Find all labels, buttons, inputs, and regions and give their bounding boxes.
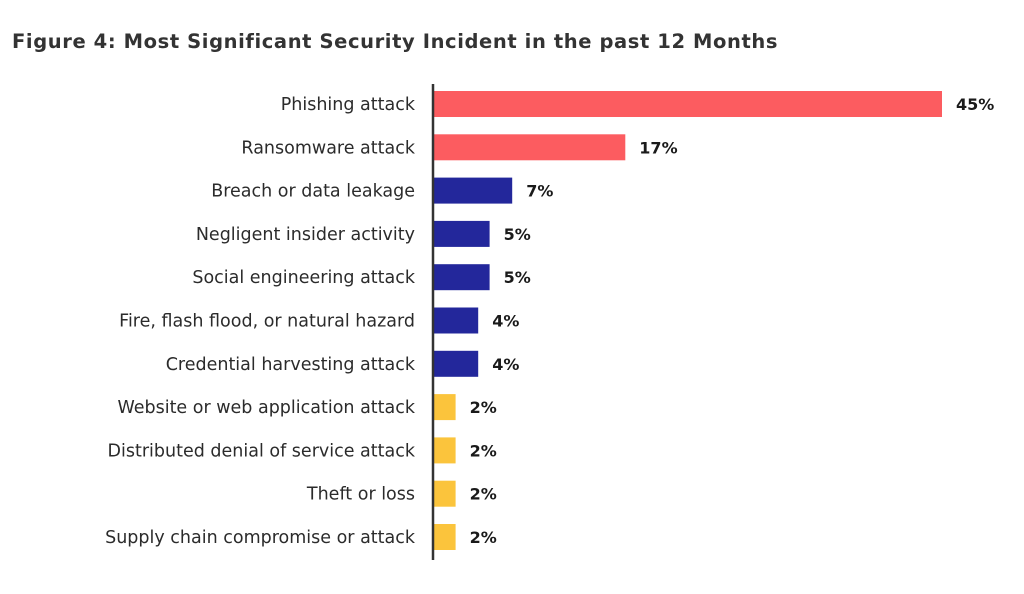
value-labels-group: 45% 17% 7% 5% 5% 4% 4% 2% 2% 2% 2% xyxy=(470,95,995,547)
value-label: 2% xyxy=(470,441,497,460)
value-label: 17% xyxy=(639,138,677,157)
bar xyxy=(433,220,490,247)
value-label: 2% xyxy=(470,528,497,547)
chart-title: Figure 4: Most Significant Security Inci… xyxy=(12,30,779,53)
value-label: 2% xyxy=(470,485,497,504)
category-label: Supply chain compromise or attack xyxy=(105,528,416,548)
category-label: Website or web application attack xyxy=(117,398,415,418)
category-label: Theft or loss xyxy=(306,485,415,505)
category-label: Ransomware attack xyxy=(241,138,415,158)
value-label: 2% xyxy=(470,398,497,417)
bar xyxy=(433,177,513,204)
value-label: 4% xyxy=(492,312,519,331)
category-label: Breach or data leakage xyxy=(211,182,415,202)
value-label: 5% xyxy=(504,225,531,244)
category-label: Social engineering attack xyxy=(192,268,416,288)
bars-group xyxy=(433,91,942,550)
bar xyxy=(433,524,456,550)
bar xyxy=(433,437,456,464)
bar xyxy=(433,307,479,334)
bar xyxy=(433,264,490,291)
value-label: 45% xyxy=(956,95,994,114)
bar xyxy=(433,480,456,507)
value-label: 5% xyxy=(504,268,531,287)
category-label: Fire, flash flood, or natural hazard xyxy=(119,312,415,332)
category-label: Phishing attack xyxy=(281,95,416,115)
category-labels-group: Phishing attack Ransomware attack Breach o… xyxy=(105,95,416,548)
value-label: 7% xyxy=(526,182,553,201)
category-label: Distributed denial of service attack xyxy=(108,441,416,461)
bar xyxy=(433,394,456,421)
bar xyxy=(433,91,942,117)
bar xyxy=(433,350,479,377)
value-label: 4% xyxy=(492,355,519,374)
category-label: Credential harvesting attack xyxy=(166,355,416,375)
bar xyxy=(433,134,626,161)
category-label: Negligent insider activity xyxy=(196,225,415,245)
